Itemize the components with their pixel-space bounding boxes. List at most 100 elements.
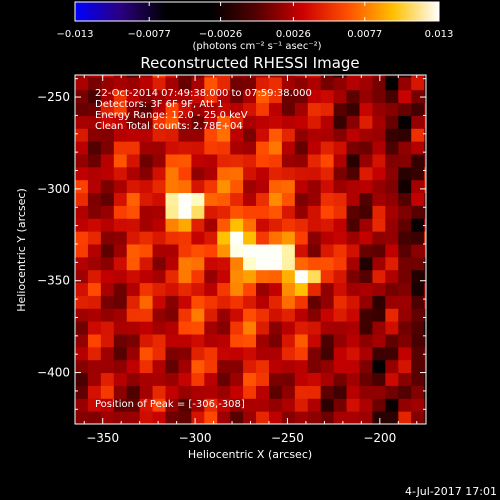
heatmap-cell	[152, 243, 167, 258]
heatmap-cell	[165, 411, 179, 424]
heatmap-cell	[126, 333, 141, 348]
heatmap-cell	[256, 128, 270, 142]
heatmap-cell	[346, 308, 360, 322]
heatmap-cell	[191, 308, 205, 322]
heatmap-cell	[411, 115, 425, 129]
heatmap-cell	[385, 205, 399, 219]
heatmap-cell	[294, 372, 309, 386]
heatmap-cell	[359, 102, 373, 116]
heatmap-cell	[359, 385, 373, 399]
heatmap-cell	[398, 359, 412, 374]
heatmap-cell	[230, 256, 244, 271]
heatmap-cell	[178, 308, 192, 322]
heatmap-cell	[126, 231, 141, 245]
heatmap-cell	[126, 295, 141, 309]
heatmap-cell	[385, 102, 399, 116]
heatmap-cell	[294, 321, 309, 335]
heatmap-cell	[230, 89, 244, 104]
heatmap-cell	[320, 243, 335, 258]
heatmap-cell	[243, 282, 257, 296]
heatmap-cell	[385, 76, 399, 91]
heatmap-cell	[372, 218, 386, 232]
heatmap-cell	[217, 321, 231, 335]
heatmap-cell	[281, 372, 296, 386]
heatmap-cell	[165, 179, 179, 194]
heatmap-cell	[307, 218, 322, 232]
heatmap-cell	[139, 75, 154, 78]
heatmap-cell	[424, 128, 426, 142]
heatmap-cell	[191, 89, 205, 104]
heatmap-cell	[307, 141, 322, 155]
heatmap-cell	[411, 411, 425, 424]
heatmap-cell	[268, 218, 283, 232]
heatmap-cell	[294, 141, 309, 155]
heatmap-cell	[411, 166, 425, 181]
heatmap-cell	[243, 346, 257, 361]
heatmap-cell	[268, 205, 283, 219]
heatmap-cell	[230, 269, 244, 284]
heatmap-cell	[398, 76, 412, 91]
heatmap-cell	[126, 115, 141, 129]
heatmap-cell	[281, 231, 296, 245]
heatmap-cell	[217, 141, 231, 155]
heatmap-cell	[87, 398, 102, 412]
heatmap-cell	[424, 75, 426, 78]
heatmap-cell	[191, 295, 205, 309]
heatmap-cell	[100, 411, 115, 424]
heatmap-cell	[294, 192, 309, 206]
heatmap-cell	[113, 243, 128, 258]
heatmap-cell	[411, 75, 425, 78]
heatmap-cell	[320, 295, 335, 309]
heatmap-cell	[333, 205, 348, 219]
heatmap-cell	[372, 231, 386, 245]
heatmap-cell	[256, 333, 270, 348]
heatmap-cell	[398, 141, 412, 155]
heatmap-cell	[424, 141, 426, 155]
heatmap-cell	[139, 179, 154, 194]
heatmap-cell	[75, 192, 89, 206]
heatmap-cell	[359, 269, 373, 284]
heatmap-cell	[424, 269, 426, 284]
heatmap-cell	[230, 282, 244, 296]
heatmap-cell	[217, 231, 231, 245]
heatmap-cell	[230, 411, 244, 424]
heatmap-cell	[411, 218, 425, 232]
heatmap-cell	[281, 102, 296, 116]
heatmap-cell	[100, 166, 115, 181]
heatmap-cell	[372, 89, 386, 104]
heatmap-cell	[75, 256, 89, 271]
heatmap-cell	[243, 295, 257, 309]
heatmap-cell	[178, 398, 192, 412]
heatmap-cell	[165, 346, 179, 361]
heatmap-cell	[139, 346, 154, 361]
heatmap-cell	[359, 321, 373, 335]
heatmap-cell	[100, 75, 115, 78]
heatmap-cell	[385, 192, 399, 206]
heatmap-cell	[230, 141, 244, 155]
heatmap-cell	[256, 346, 270, 361]
heatmap-cell	[398, 243, 412, 258]
x-axis: −350 −300 −250 −200	[83, 75, 418, 445]
heatmap-cell	[243, 256, 257, 271]
heatmap-cell	[268, 269, 283, 284]
heatmap-cell	[359, 346, 373, 361]
heatmap-cell	[346, 372, 360, 386]
heatmap-cell	[100, 218, 115, 232]
heatmap-cell	[152, 398, 167, 412]
heatmap-cell	[294, 76, 309, 91]
heatmap-cell	[268, 346, 283, 361]
heatmap-cell	[372, 398, 386, 412]
heatmap-cell	[281, 385, 296, 399]
heatmap-cell	[424, 89, 426, 104]
heatmap-cell	[139, 333, 154, 348]
heatmap-cell	[75, 166, 89, 181]
heatmap-cell	[152, 141, 167, 155]
heatmap-cell	[307, 102, 322, 116]
heatmap-cell	[372, 295, 386, 309]
heatmap-cell	[191, 141, 205, 155]
heatmap-cell	[87, 153, 102, 168]
heatmap-cell	[281, 166, 296, 181]
heatmap-cell	[281, 76, 296, 91]
heatmap-cell	[243, 166, 257, 181]
heatmap-cell	[75, 179, 89, 194]
